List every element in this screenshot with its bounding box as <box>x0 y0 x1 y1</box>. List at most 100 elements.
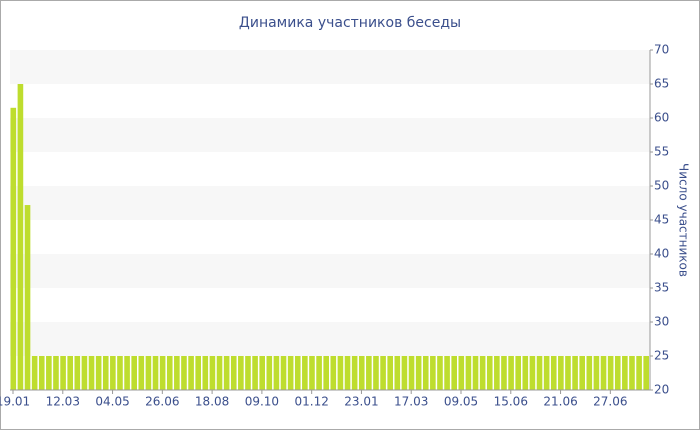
bar <box>316 356 322 390</box>
chart-title: Динамика участников беседы <box>239 15 461 31</box>
bar <box>358 356 365 390</box>
bar <box>579 356 585 390</box>
bar <box>309 356 315 390</box>
bar <box>209 356 216 390</box>
bar <box>294 356 301 390</box>
bar <box>408 356 415 390</box>
bar <box>351 356 358 390</box>
bar <box>181 356 187 390</box>
bar <box>67 356 73 390</box>
bar <box>636 356 642 390</box>
bar <box>124 356 130 390</box>
bar <box>572 356 578 390</box>
bar <box>387 356 393 390</box>
x-tick-label: 23.01 <box>344 395 378 409</box>
x-tick-label: 21.06 <box>543 395 577 409</box>
x-tick-label: 09.10 <box>245 395 279 409</box>
bar <box>188 356 194 390</box>
bar <box>159 356 166 390</box>
bar <box>17 84 24 390</box>
bar <box>437 356 443 390</box>
bar <box>394 356 401 390</box>
bar <box>273 356 280 390</box>
bar <box>593 356 600 390</box>
bar <box>145 356 152 390</box>
bar <box>174 356 180 390</box>
x-tick-label: 01.12 <box>294 395 328 409</box>
bar <box>337 356 344 390</box>
y-tick-label: 20 <box>654 383 669 397</box>
bar <box>252 356 258 390</box>
bar <box>280 356 287 390</box>
bar <box>380 356 386 390</box>
bar <box>486 356 493 390</box>
bar <box>586 356 593 390</box>
bar <box>366 356 372 390</box>
y-tick-label: 45 <box>654 213 669 227</box>
bar <box>81 356 88 390</box>
bar <box>465 356 472 390</box>
bar <box>53 356 59 390</box>
bar <box>330 356 337 390</box>
bar <box>287 356 294 390</box>
y-tick-label: 50 <box>654 179 669 193</box>
x-tick-label: 18.08 <box>195 395 229 409</box>
bar <box>508 356 514 390</box>
bar <box>622 356 628 390</box>
bar <box>494 356 500 390</box>
bar <box>31 356 38 390</box>
grid-band <box>10 118 650 152</box>
x-tick-label: 12.03 <box>46 395 80 409</box>
bar <box>607 356 614 390</box>
bar <box>10 107 17 391</box>
x-tick-label: 27.06 <box>593 395 627 409</box>
bar <box>166 356 173 390</box>
bar <box>245 356 251 390</box>
y-tick-label: 65 <box>654 77 669 91</box>
bar <box>38 356 45 390</box>
bar <box>643 356 649 390</box>
bar <box>472 356 479 390</box>
bar <box>302 356 308 390</box>
bar <box>95 356 102 390</box>
bar <box>24 205 31 390</box>
bar <box>238 356 244 390</box>
x-tick-label: 19.01 <box>0 395 30 409</box>
bar <box>110 356 116 390</box>
bar <box>74 356 81 390</box>
bar <box>550 356 557 390</box>
bar <box>529 356 536 390</box>
bar <box>522 356 529 390</box>
y-tick-label: 60 <box>654 111 669 125</box>
bar <box>515 356 521 390</box>
bar <box>88 356 95 390</box>
bar <box>415 356 422 390</box>
bar <box>323 356 329 390</box>
bar <box>216 356 223 390</box>
bar <box>536 356 543 390</box>
bar <box>543 356 550 390</box>
bar <box>444 356 450 390</box>
grid-band <box>10 254 650 288</box>
bar <box>501 356 507 390</box>
bar <box>558 356 564 390</box>
y-tick-label: 55 <box>654 145 669 159</box>
bar <box>401 356 408 390</box>
y-axis-label: Число участников <box>677 163 691 277</box>
bar <box>479 356 486 390</box>
bar <box>195 356 201 390</box>
y-tick-label: 25 <box>654 349 669 363</box>
x-tick-label: 15.06 <box>494 395 528 409</box>
bar <box>102 356 109 390</box>
bar <box>344 356 351 390</box>
bar <box>600 356 607 390</box>
bar <box>458 356 465 390</box>
bar <box>60 356 66 390</box>
bar <box>152 356 159 390</box>
bar <box>138 356 145 390</box>
bar <box>117 356 123 390</box>
bar <box>230 356 237 390</box>
y-tick-label: 40 <box>654 247 669 261</box>
bar <box>430 356 436 390</box>
